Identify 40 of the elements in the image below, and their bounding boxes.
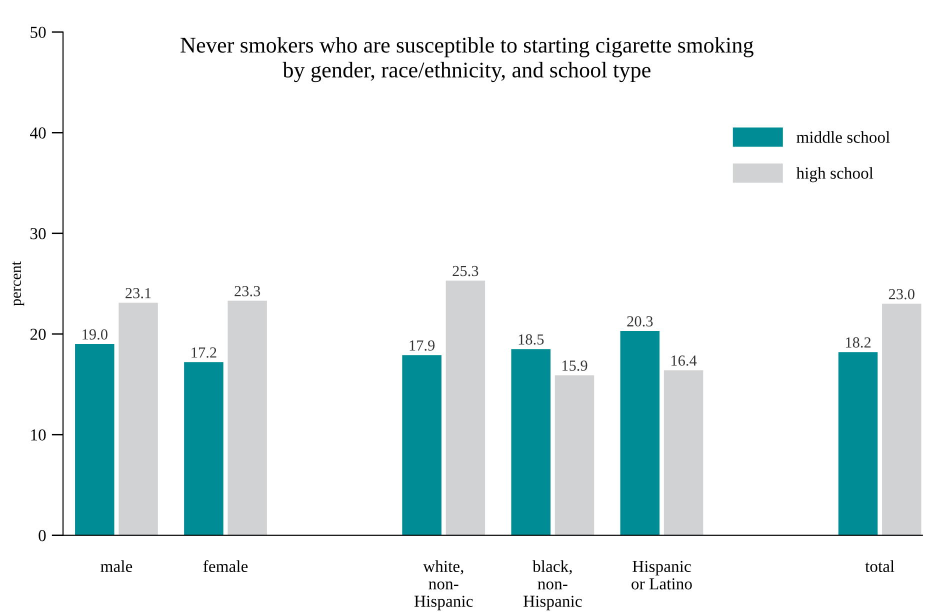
bar: [228, 300, 267, 536]
y-tick-label: 20: [30, 328, 46, 340]
x-tick-label: female: [203, 560, 248, 572]
data-label: 19.0: [82, 329, 108, 340]
y-tick-label: 50: [30, 26, 46, 38]
x-tick-label: male: [100, 560, 132, 572]
y-axis-title: percent: [12, 261, 24, 306]
bar: [620, 330, 660, 536]
y-tick-label: 10: [31, 429, 46, 441]
y-tick-label: 30: [30, 228, 46, 240]
bar: [118, 302, 158, 536]
y-tick-label: 0: [38, 530, 46, 542]
data-label: 23.0: [888, 288, 914, 300]
bar: [838, 352, 878, 536]
text: Never smokers who are susceptible to starting cigarette smoking by gender, race/ethnicity, and school type: [180, 37, 754, 82]
data-label: 20.3: [627, 316, 653, 327]
bar: [511, 349, 550, 536]
x-tick-label: total: [865, 560, 894, 572]
bar: [75, 344, 114, 536]
bar: [882, 304, 922, 536]
data-label: 18.5: [518, 334, 544, 345]
bar: [402, 355, 442, 536]
x-tick-label: black, non- Hispanic: [524, 560, 582, 610]
data-label: 18.2: [846, 337, 871, 348]
data-label: 25.3: [452, 266, 478, 276]
bar: [446, 280, 486, 536]
legend-label: middle school: [796, 131, 890, 143]
legend-label: high school: [796, 167, 874, 182]
data-label: 16.4: [672, 355, 697, 366]
x-tick-label: Hispanic or Latino: [632, 560, 692, 590]
data-label: 23.1: [126, 288, 151, 298]
bar: [664, 370, 704, 536]
bar: [554, 375, 594, 536]
y-tick-label: 40: [30, 127, 46, 139]
data-label: 17.9: [410, 340, 435, 351]
data-label: 15.9: [562, 360, 588, 371]
data-label: 17.2: [192, 347, 216, 358]
bar: [184, 362, 224, 536]
data-label: 23.3: [234, 286, 260, 296]
x-tick-label: white, non- Hispanic: [414, 560, 473, 610]
